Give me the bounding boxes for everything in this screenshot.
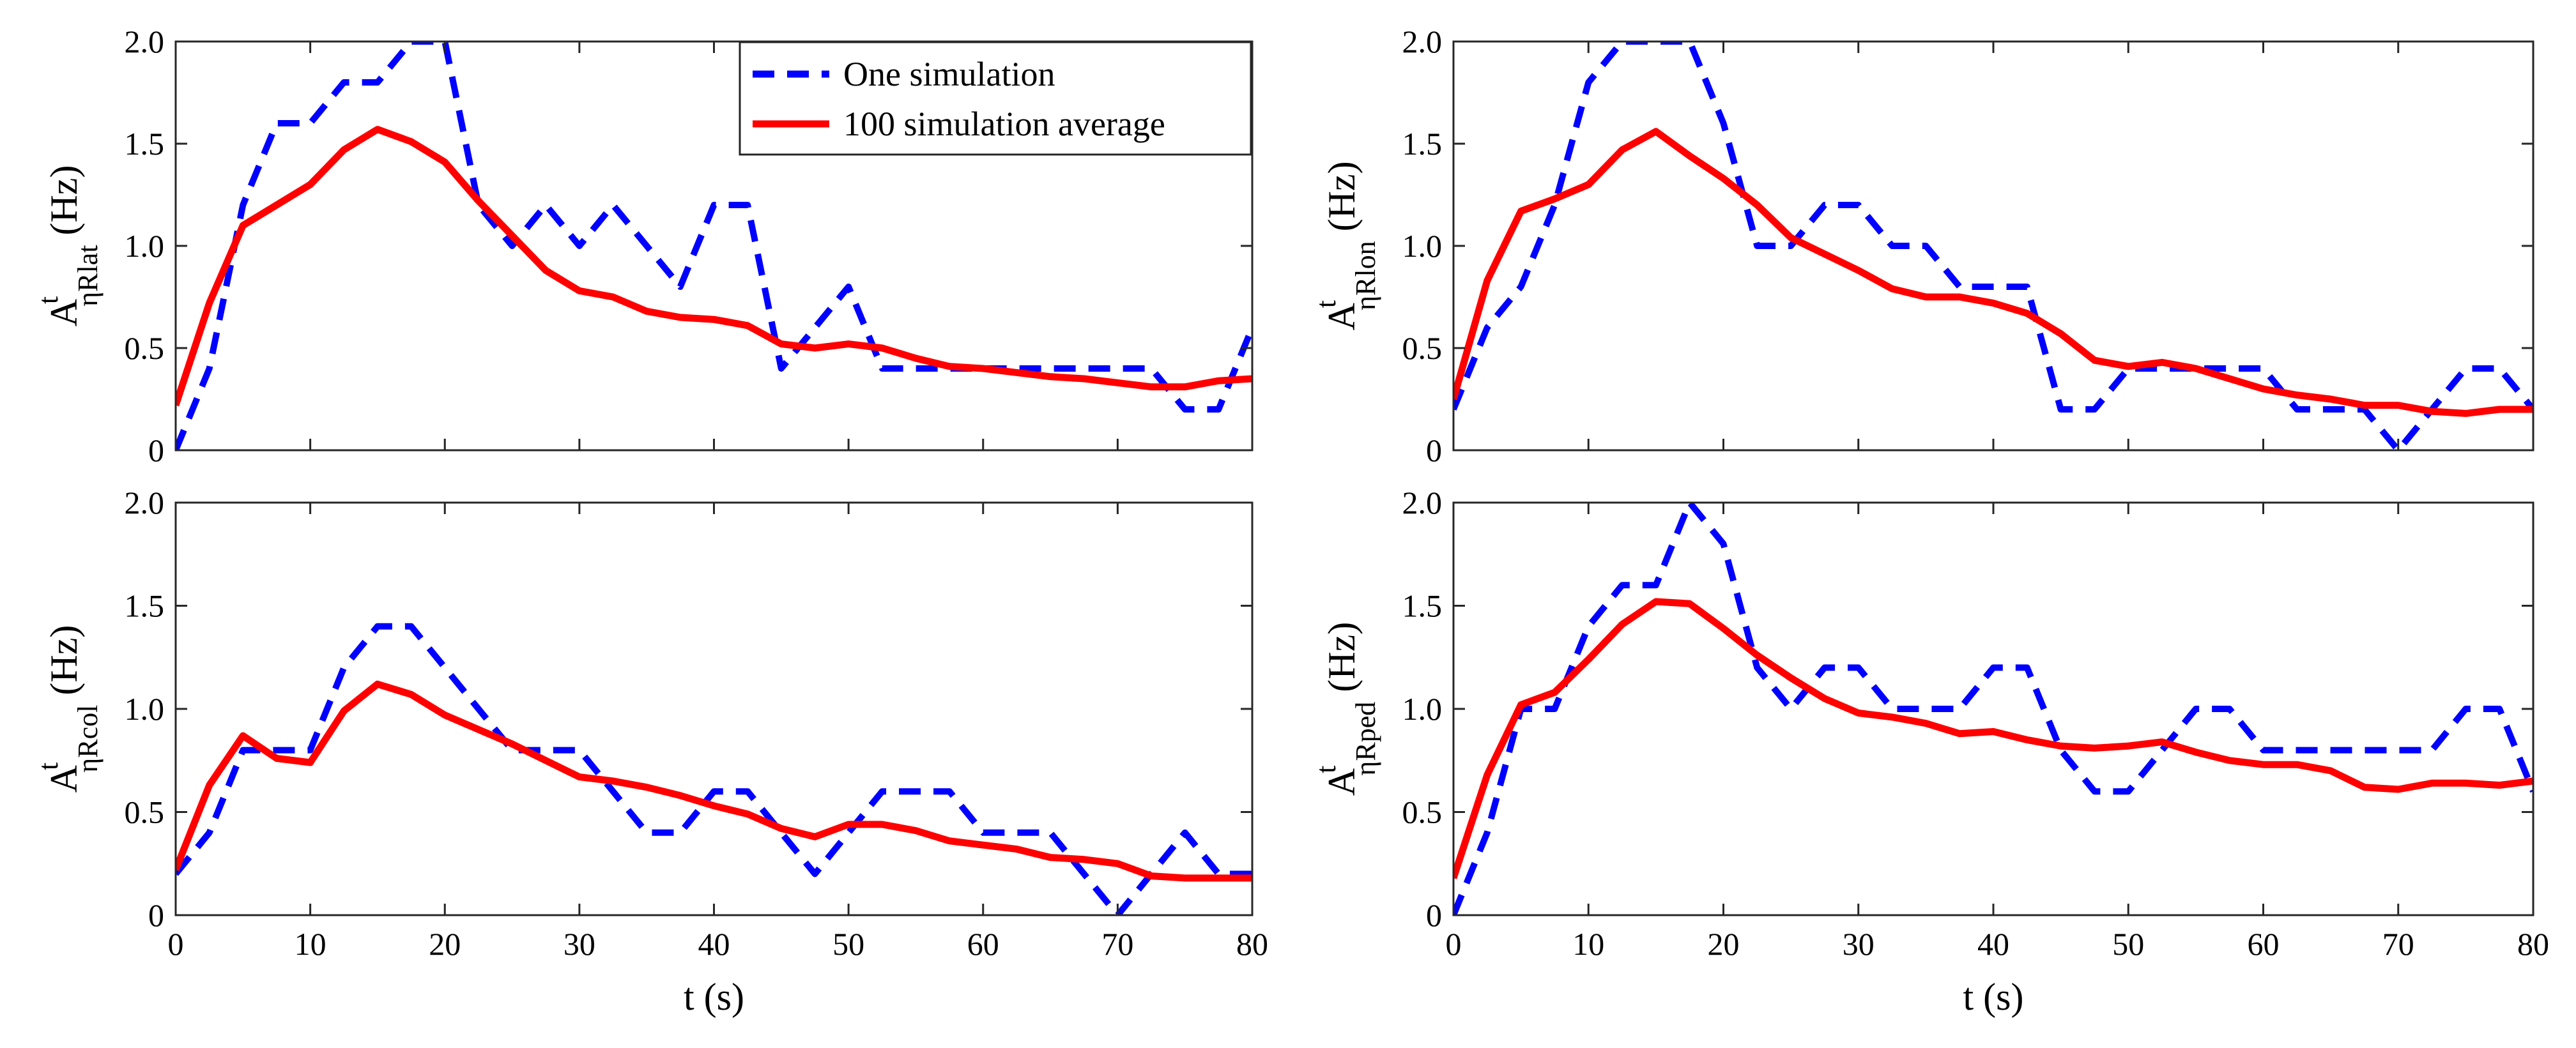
- legend-entry-label: 100 simulation average: [843, 105, 1165, 143]
- x-tick-label: 0: [168, 926, 184, 962]
- y-tick-label: 1.0: [125, 691, 165, 727]
- y-tick-label: 1.0: [125, 228, 165, 264]
- y-axis-label: At ηRlat (Hz): [33, 165, 103, 327]
- chart-panel-bottom-left: 0 10 20 30 40 50 60 70 80 0 0.5 1.0 1.5 2.0 t (s) At ηRc…: [33, 485, 1268, 1018]
- y-tick-label: 0.5: [125, 794, 165, 830]
- x-tick-label: 20: [1708, 926, 1740, 962]
- series-line-one-simulation: [176, 623, 1252, 915]
- y-tick-label: 1.0: [1402, 228, 1443, 264]
- y-tick-label: 1.0: [1402, 691, 1443, 727]
- series-line-average: [1453, 598, 2533, 879]
- series-line-average: [176, 126, 1252, 407]
- x-tick-label: 70: [1101, 926, 1133, 962]
- x-tick-label: 80: [2517, 926, 2549, 962]
- y-axis-label: At ηRped (Hz): [1310, 622, 1381, 796]
- y-label-superscript: t: [1310, 766, 1342, 773]
- y-label-subscript: ηRped: [1350, 702, 1381, 776]
- y-label-base: A: [43, 765, 85, 793]
- y-tick-label: 0.5: [1402, 794, 1443, 830]
- x-tick-label: 50: [832, 926, 864, 962]
- y-label-base: A: [1321, 303, 1363, 330]
- series-line-one-simulation: [1453, 503, 2533, 915]
- x-tick-label: 30: [564, 926, 595, 962]
- x-tick-label: 60: [2248, 926, 2280, 962]
- chart-panel-top-left: 0 0.5 1.0 1.5 2.0 At ηRlat (Hz) One simulation 1…: [33, 24, 1254, 468]
- series-line-average: [176, 680, 1252, 882]
- y-tick-label: 1.5: [125, 588, 165, 624]
- y-label-superscript: t: [1310, 300, 1342, 308]
- x-tick-label: 50: [2112, 926, 2144, 962]
- x-axis-label: t (s): [684, 976, 744, 1018]
- y-label-subscript: ηRlon: [1350, 241, 1381, 310]
- legend-box: [739, 41, 1252, 156]
- y-tick-label: 0.5: [1402, 330, 1443, 366]
- x-axis-label: t (s): [1963, 976, 2024, 1018]
- x-tick-label: 0: [1446, 926, 1462, 962]
- x-tick-label: 10: [295, 926, 326, 962]
- y-tick-label: 0: [148, 432, 164, 468]
- x-tick-label: 30: [1843, 926, 1874, 962]
- x-tick-label: 10: [1572, 926, 1604, 962]
- legend-entry-label: One simulation: [843, 55, 1055, 93]
- x-tick-label: 70: [2382, 926, 2414, 962]
- y-label-superscript: t: [33, 763, 64, 770]
- y-label-base: A: [1321, 768, 1363, 796]
- series-line-one-simulation: [176, 42, 1252, 450]
- y-label-superscript: t: [33, 296, 64, 304]
- y-label-unit: (Hz): [1321, 622, 1363, 702]
- y-tick-label: 2.0: [125, 485, 165, 520]
- y-tick-label: 0: [1426, 897, 1442, 933]
- x-tick-label: 80: [1236, 926, 1268, 962]
- y-tick-label: 1.5: [1402, 588, 1443, 624]
- y-tick-label: 0: [148, 897, 164, 933]
- y-axis-label: At ηRcol (Hz): [33, 625, 103, 793]
- panels-group: 00.51.01.52.0At ηRlat (Hz)One simulation1…: [33, 24, 2549, 1018]
- chart-panel-top-right: 0 0.5 1.0 1.5 2.0 At ηRlon (Hz): [1310, 24, 2534, 468]
- legend: One simulation 100 simulation average: [739, 41, 1252, 156]
- y-tick-label: 2.0: [1402, 485, 1443, 520]
- y-tick-label: 1.5: [1402, 126, 1443, 162]
- y-tick-label: 0.5: [125, 330, 165, 366]
- x-tick-label: 60: [967, 926, 999, 962]
- y-label-subscript: ηRlat: [72, 245, 103, 307]
- y-tick-label: 2.0: [125, 24, 165, 59]
- y-label-unit: (Hz): [43, 625, 85, 705]
- y-tick-label: 1.5: [125, 126, 165, 162]
- y-label-unit: (Hz): [1321, 161, 1363, 241]
- series-line-average: [1453, 128, 2533, 417]
- x-tick-label: 20: [429, 926, 461, 962]
- y-label-unit: (Hz): [43, 165, 85, 245]
- series-line-one-simulation: [1453, 42, 2533, 450]
- y-tick-label: 2.0: [1402, 24, 1443, 59]
- x-tick-label: 40: [698, 926, 730, 962]
- y-label-subscript: ηRcol: [72, 705, 103, 773]
- y-axis-label: At ηRlon (Hz): [1310, 161, 1381, 330]
- chart-panel-bottom-right: 0 10 20 30 40 50 60 70 80 0 0.5 1.0 1.5 2.0 t (s) At ηRp…: [1310, 485, 2549, 1018]
- y-label-base: A: [43, 299, 85, 326]
- x-tick-label: 40: [1977, 926, 2009, 962]
- y-tick-label: 0: [1426, 432, 1442, 468]
